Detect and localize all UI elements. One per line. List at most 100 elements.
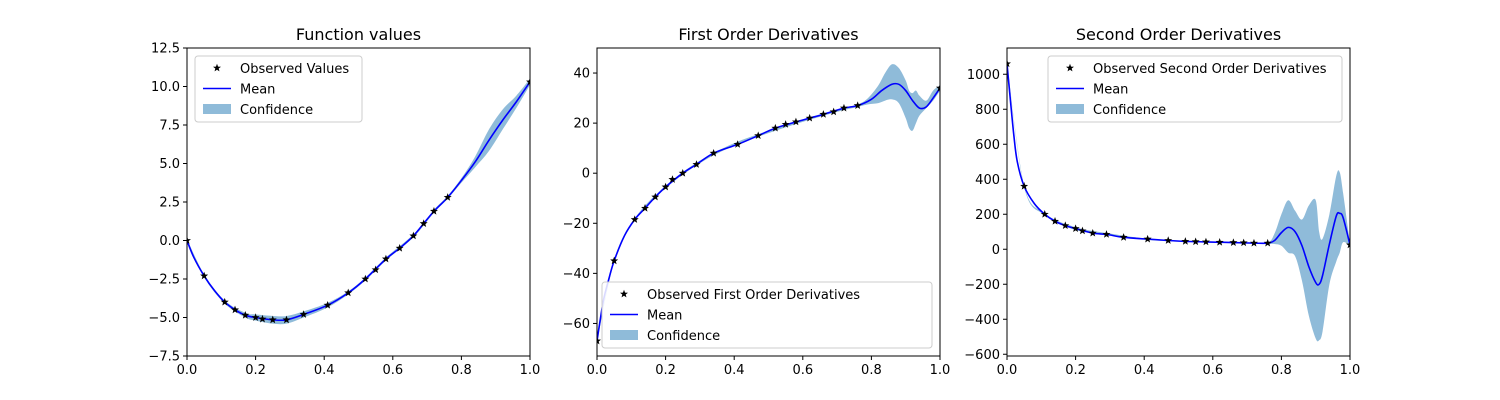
observed-point [1040,210,1049,218]
observed-point [526,77,530,86]
observed-point [709,148,718,157]
observed-point [395,244,404,252]
observed-point [268,315,277,324]
observed-point [692,160,701,168]
y-axis: −7.5 −5.0 −2.5 0.0 2.5 5.0 7.5 10.0 12.5 [148,42,187,365]
y-tick-label: 5.0 [159,157,180,172]
observed-point [1102,230,1111,238]
y-tick-label: 600 [975,138,1000,153]
observed-point [668,175,677,183]
panel-function-values: Function values 0.0 0.2 0.4 0.6 0.8 1.0 −7.5−… [148,25,540,378]
x-tick-label: 0.0 [997,363,1018,378]
observed-point [1181,237,1190,245]
observed-point [1020,182,1029,190]
x-tick-label: 0.2 [1065,363,1086,378]
y-tick-label: 0 [582,167,590,182]
observed-point [220,297,229,306]
observed-point [839,103,848,112]
x-tick-label: 0.4 [1134,363,1155,378]
plot-area [1007,59,1350,342]
observed-point [1229,238,1238,246]
observed-point [258,314,267,323]
confidence-band [1007,62,1350,342]
y-tick-label: 0.0 [159,234,180,249]
legend-marker-confidence [203,104,231,114]
legend-label: Observed Second Order Derivatives [1093,62,1327,77]
observed-point [1061,221,1070,230]
y-tick-label: 12.5 [151,42,180,57]
legend: Observed Values Mean Confidence [194,55,363,123]
confidence-band [597,64,940,343]
observed-point [1007,59,1011,68]
observed-point [597,336,601,345]
observed-point [1071,224,1080,232]
x-tick-label: 0.8 [451,363,472,378]
x-tick-label: 0.6 [382,363,403,378]
observed-point [200,271,209,280]
legend-marker-confidence [1056,104,1084,114]
chart-title: Function values [296,25,421,44]
observed-point [344,288,353,297]
x-tick-label: 0.6 [792,363,813,378]
x-tick-label: 0.8 [1271,363,1292,378]
x-tick-label: 0.8 [861,363,882,378]
observed-point [1201,237,1210,246]
panel-second-order-derivatives: Second Order Derivatives 0.0 0.2 0.4 0.6 0.8… [964,25,1360,378]
y-axis: −60 −40 −20 0 20 40 [563,67,597,332]
observed-point [1143,234,1152,243]
chart-title: Second Order Derivatives [1076,25,1281,44]
chart-title: First Order Derivatives [678,25,858,44]
observed-point [419,219,428,227]
observed-point [381,254,390,263]
y-tick-label: 20 [573,117,590,132]
observed-point [1078,226,1087,235]
y-tick-label: 40 [573,67,590,82]
y-axis: −600 −400 −200 0 200 400 600 800 1000 [964,68,1007,363]
y-tick-label: −400 [964,313,1000,328]
observed-point [819,110,828,118]
legend-label: Observed First Order Derivatives [647,288,860,303]
observed-point [1239,238,1248,247]
y-tick-label: 0 [992,243,1000,258]
legend-marker-confidence [610,330,638,340]
observed-point [1346,240,1350,249]
legend-label: Mean [647,309,682,324]
observed-point [1263,238,1272,247]
legend: Observed Second Order Derivatives Mean Con… [1047,55,1343,123]
observed-point [443,193,452,201]
observed-point [661,182,670,191]
legend: Observed First Order Derivatives Mean Conf… [601,281,933,349]
x-tick-label: 1.0 [520,363,541,378]
legend-label: Confidence [240,103,313,118]
legend-box [194,55,363,123]
observed-point [1051,217,1060,225]
plot-area [597,64,940,345]
x-axis: 0.0 0.2 0.4 0.6 0.8 1.0 [587,356,950,378]
observed-point [1164,236,1173,244]
y-tick-label: −7.5 [148,350,180,365]
legend-box [601,281,933,349]
y-tick-label: 2.5 [159,196,180,211]
legend-box [1047,55,1343,123]
legend-label: Confidence [647,329,720,344]
observed-point [829,107,838,116]
x-tick-label: 0.2 [655,363,676,378]
observed-point [241,310,250,319]
x-tick-label: 1.0 [1340,363,1361,378]
observed-point [771,123,780,132]
observed-point [1249,238,1258,247]
observed-point [251,313,260,321]
panel-first-order-derivatives: First Order Derivatives 0.0 0.2 0.4 0.6 0.8 1… [563,25,951,378]
y-tick-label: −20 [563,217,590,232]
legend-label: Mean [240,83,275,98]
y-tick-label: −5.0 [148,311,180,326]
observed-point [754,131,763,140]
observed-point [936,83,940,92]
y-tick-label: −40 [563,267,590,282]
y-tick-label: −600 [964,348,1000,363]
observed-point [299,310,308,318]
axes-frame [1006,47,1351,357]
observed-point [1119,233,1128,241]
observed-point [429,207,438,215]
legend-marker-observed [1066,63,1074,72]
